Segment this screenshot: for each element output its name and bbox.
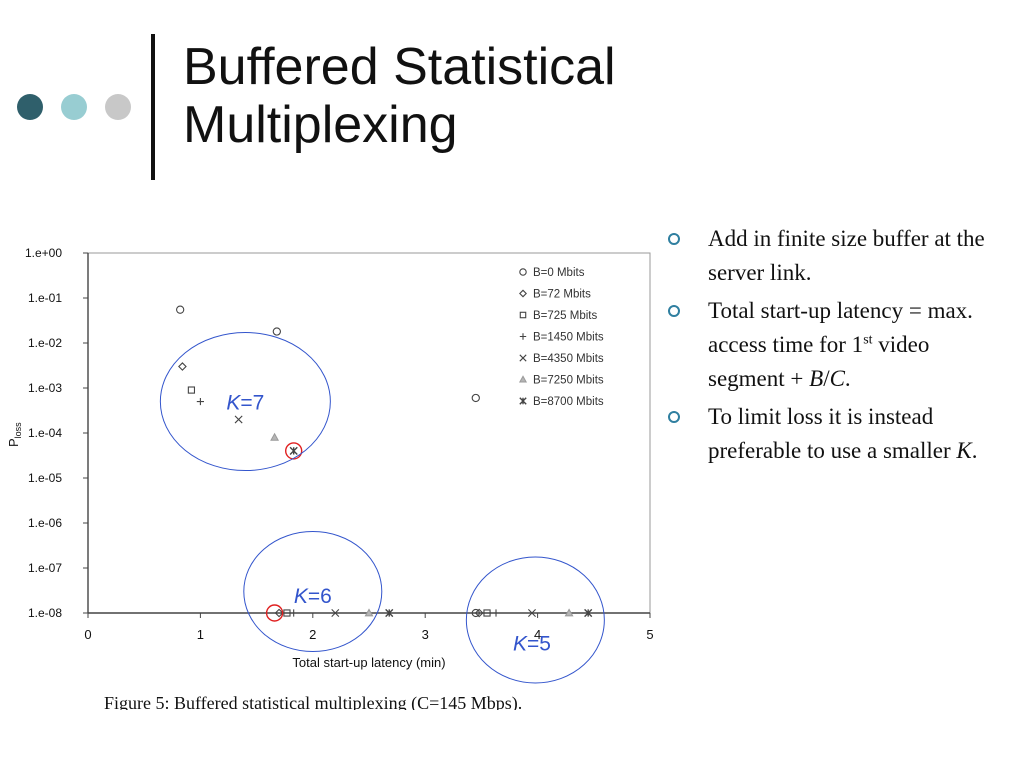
- bullet-ring-icon: [668, 233, 680, 245]
- legend-marker: [519, 397, 527, 405]
- decorative-dots: [17, 94, 135, 120]
- legend-marker: [519, 289, 527, 298]
- k-label-symbol: K: [294, 585, 309, 608]
- legend-label: B=725 Mbits: [533, 310, 597, 322]
- plot-area: [87, 252, 651, 614]
- y-axis-title: Ploss: [6, 422, 23, 447]
- x-tick-label: 3: [422, 627, 429, 642]
- data-point: [471, 393, 480, 403]
- data-point: [471, 608, 480, 618]
- x-tick-label: 2: [309, 627, 316, 642]
- data-point: [289, 446, 298, 456]
- data-point: [331, 609, 340, 617]
- bullet-item: Add in finite size buffer at the server …: [668, 222, 1008, 290]
- data-point: [270, 432, 280, 441]
- k-label: K=6: [294, 585, 332, 608]
- slide-title-line2: Multiplexing: [183, 96, 458, 154]
- legend-marker: [518, 375, 528, 383]
- legend-label: B=7250 Mbits: [533, 375, 604, 387]
- bullet-italic: B: [809, 366, 824, 391]
- bullet-ring-icon: [668, 305, 680, 317]
- bullet-italic: K: [956, 438, 972, 463]
- k-label-value: =7: [240, 392, 264, 415]
- dot-light-icon: [61, 94, 87, 120]
- legend-label: B=0 Mbits: [533, 267, 585, 279]
- data-point: [187, 386, 196, 394]
- k-label-symbol: K: [226, 392, 241, 415]
- legend-label: B=72 Mbits: [533, 289, 591, 301]
- y-tick-label: 1.e-06: [28, 516, 62, 530]
- k-ellipse: [465, 556, 605, 684]
- bullet-text-part: To limit loss it is instead preferable t…: [708, 404, 957, 463]
- legend-marker: [519, 311, 527, 319]
- figure-caption: Figure 5: Buffered statistical multiplex…: [104, 693, 522, 710]
- x-axis-title: Total start-up latency (min): [292, 655, 445, 670]
- x-tick-label: 0: [84, 627, 91, 642]
- y-tick-label: 1.e-04: [28, 426, 62, 440]
- dot-gray-icon: [105, 94, 131, 120]
- bullet-text-part: .: [971, 438, 978, 463]
- y-tick-label: 1.e-02: [28, 336, 62, 350]
- data-point: [385, 608, 394, 618]
- data-point: [176, 305, 185, 314]
- bullet-text: Add in finite size buffer at the server …: [708, 226, 985, 285]
- y-tick-label: 1.e-01: [28, 291, 62, 305]
- k-label-symbol: K: [513, 633, 528, 656]
- data-point: [196, 397, 204, 406]
- y-tick-label: 1.e-07: [28, 561, 62, 575]
- data-point: [272, 327, 281, 336]
- y-tick-label: 1.e+00: [25, 246, 62, 260]
- k-label: K=5: [513, 633, 551, 656]
- data-point: [527, 609, 536, 617]
- y-tick-label: 1.e-03: [28, 381, 62, 395]
- x-tick-label: 1: [197, 627, 204, 642]
- k-label-value: =5: [527, 633, 551, 656]
- legend-marker: [519, 268, 527, 276]
- legend-marker: [519, 354, 527, 362]
- y-axis-title-sub: loss: [13, 422, 23, 439]
- bullet-text-part: /: [823, 366, 830, 391]
- y-axis-title-main: P: [6, 438, 21, 447]
- bullet-text-part: .: [844, 366, 851, 391]
- slide-title: Buffered Statistical Multiplexing: [183, 38, 703, 154]
- bullet-item: To limit loss it is instead preferable t…: [668, 400, 1008, 468]
- data-point: [283, 609, 291, 617]
- k-label: K=7: [226, 392, 264, 415]
- y-tick-label: 1.e-08: [28, 606, 62, 620]
- bullet-item: Total start-up latency = max. access tim…: [668, 294, 1008, 396]
- bullet-text-part: Total start-up latency = max. access tim…: [708, 298, 973, 357]
- loss-latency-chart: 1.e+00 1.e-01 1.e-02 1.e-03 1.e-04 1.e-05 1.e-…: [6, 246, 654, 710]
- k-label-value: =6: [308, 585, 332, 608]
- data-point: [274, 608, 284, 618]
- data-point: [492, 609, 500, 617]
- legend-label: B=4350 Mbits: [533, 353, 604, 365]
- x-tick-label: 5: [646, 627, 653, 642]
- legend-label: B=1450 Mbits: [533, 332, 604, 344]
- dot-dark-icon: [17, 94, 43, 120]
- data-point: [234, 415, 243, 424]
- slide-title-line1: Buffered Statistical: [183, 38, 616, 96]
- k-ellipse: [159, 332, 331, 472]
- x-tick-label: 4: [534, 627, 541, 642]
- data-point: [364, 608, 374, 617]
- bullet-superscript: st: [863, 332, 873, 348]
- data-point: [584, 608, 593, 618]
- legend-label: B=8700 Mbits: [533, 396, 604, 408]
- bullet-text-part: video segment +: [708, 332, 930, 391]
- bullet-ring-icon: [668, 411, 680, 423]
- data-point: [178, 362, 187, 371]
- data-point: [290, 609, 298, 617]
- bullet-list: Add in finite size buffer at the server …: [668, 222, 1008, 472]
- bullet-italic: C: [829, 366, 845, 391]
- data-point: [564, 608, 574, 617]
- data-point: [483, 609, 491, 617]
- title-divider: [151, 34, 155, 180]
- k-ellipse: [243, 531, 383, 653]
- highlight-circle: [265, 604, 284, 622]
- y-tick-label: 1.e-05: [28, 471, 62, 485]
- legend-marker: [519, 333, 527, 340]
- data-point: [474, 608, 484, 618]
